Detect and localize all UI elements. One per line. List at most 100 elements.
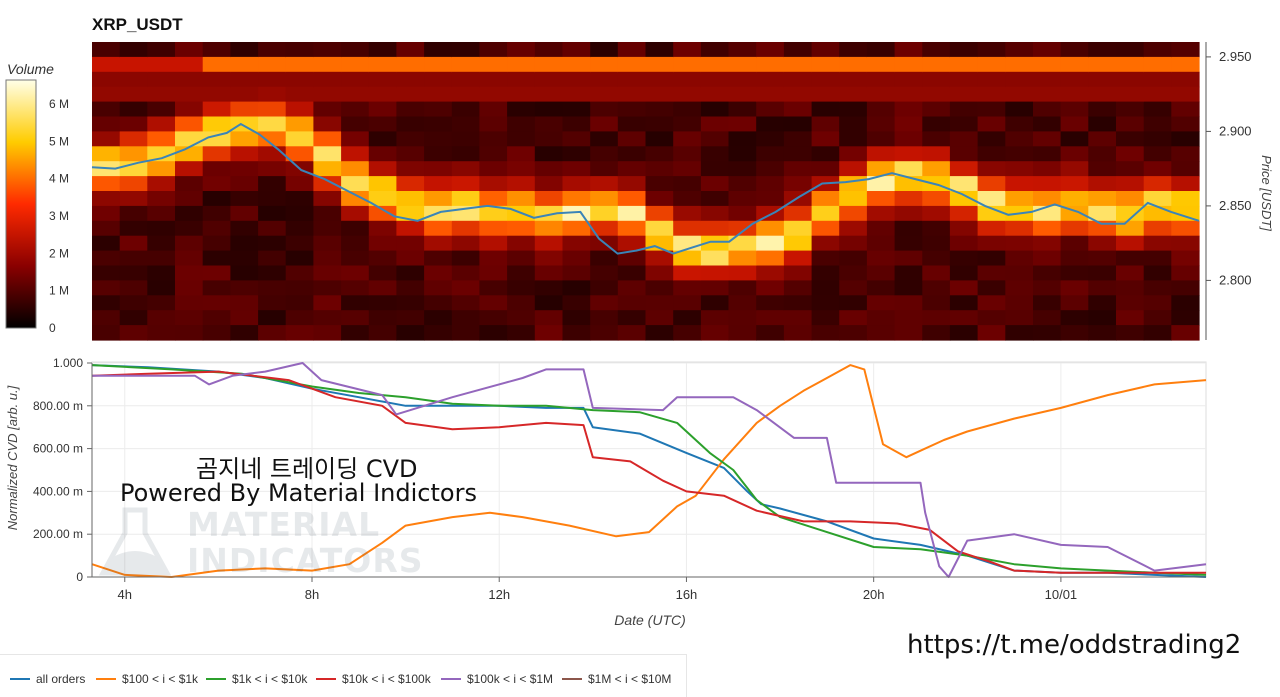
heatmap-cell xyxy=(1088,310,1117,326)
heatmap-cell xyxy=(700,56,730,73)
heatmap-cell xyxy=(1088,176,1117,192)
legend-item[interactable]: $1M < i < $10M xyxy=(562,672,671,686)
heatmap-cell xyxy=(811,325,840,341)
heatmap-cell xyxy=(1171,86,1200,103)
cvd-y-tick-label: 200.00 m xyxy=(33,527,83,541)
price-tick-label: 2.900 xyxy=(1219,123,1252,138)
heatmap-cell xyxy=(507,325,536,341)
heatmap-cell xyxy=(119,250,148,267)
heatmap-cell xyxy=(728,280,757,296)
heatmap-cell xyxy=(285,280,314,296)
heatmap-cell xyxy=(479,295,508,311)
heatmap-cell xyxy=(562,42,591,58)
heatmap-cell xyxy=(507,250,536,267)
heatmap-cell xyxy=(396,295,425,311)
heatmap-cell xyxy=(922,310,951,326)
heatmap-cell xyxy=(1060,235,1089,252)
heatmap-cell xyxy=(645,191,674,207)
heatmap-cell xyxy=(341,131,370,147)
heatmap-cell xyxy=(1060,280,1089,296)
heatmap-cell xyxy=(258,86,287,103)
heatmap-cell xyxy=(92,101,121,118)
heatmap-cell xyxy=(92,42,121,58)
heatmap-cell xyxy=(894,220,923,237)
heatmap-cell xyxy=(147,86,176,103)
heatmap-cell xyxy=(1060,265,1089,281)
colorbar-tick-label: 1 M xyxy=(49,284,69,298)
heatmap-cell xyxy=(202,235,231,252)
heatmap-cell xyxy=(1033,295,1062,311)
heatmap-cell xyxy=(92,250,121,267)
heatmap-cell xyxy=(922,116,951,132)
heatmap-cell xyxy=(341,116,370,132)
heatmap-cell xyxy=(175,310,204,326)
heatmap-cell xyxy=(866,146,896,162)
heatmap-cell xyxy=(230,325,259,341)
legend-item[interactable]: $10k < i < $100k xyxy=(316,672,431,686)
heatmap-cell xyxy=(783,86,813,103)
heatmap-cell xyxy=(562,56,591,73)
heatmap-cell xyxy=(1060,250,1089,267)
heatmap-cell xyxy=(396,86,425,103)
legend-item[interactable]: all orders xyxy=(10,672,85,686)
telegram-link[interactable]: https://t.me/oddstrading2 xyxy=(907,630,1242,660)
heatmap-cell xyxy=(230,161,259,177)
heatmap-cell xyxy=(977,86,1006,103)
colorbar-tick-label: 3 M xyxy=(49,209,69,223)
heatmap-cell xyxy=(1060,42,1089,58)
heatmap-cell xyxy=(534,250,564,267)
heatmap-cell xyxy=(645,325,674,341)
heatmap-cell xyxy=(1088,116,1117,132)
heatmap-cell xyxy=(673,146,702,162)
heatmap-cell xyxy=(368,101,398,118)
heatmap-cell xyxy=(977,176,1006,192)
heatmap-cell xyxy=(1171,310,1200,326)
heatmap-cell xyxy=(285,250,314,267)
heatmap-cell xyxy=(894,295,923,311)
heatmap-cell xyxy=(1171,71,1200,88)
heatmap-cell xyxy=(700,250,730,267)
heatmap-cell xyxy=(534,146,564,162)
heatmap-cell xyxy=(202,116,231,132)
heatmap-cell xyxy=(258,265,287,281)
heatmap-cell xyxy=(617,71,647,88)
heatmap-cell xyxy=(617,42,647,58)
legend-item[interactable]: $100k < i < $1M xyxy=(441,672,553,686)
legend-swatch xyxy=(96,678,116,680)
heatmap-cell xyxy=(1033,116,1062,132)
heatmap-cell xyxy=(175,295,204,311)
heatmap-cell xyxy=(1033,265,1062,281)
heatmap-cell xyxy=(451,295,481,311)
heatmap-cell xyxy=(230,71,259,88)
heatmap-cell xyxy=(949,280,979,296)
heatmap-cell xyxy=(313,146,342,162)
heatmap-cell xyxy=(645,205,674,222)
heatmap-cell xyxy=(313,205,342,222)
legend-item[interactable]: $1k < i < $10k xyxy=(206,672,307,686)
heatmap-cell xyxy=(922,220,951,237)
heatmap-cell xyxy=(894,235,923,252)
heatmap-cell xyxy=(700,71,730,88)
heatmap-cell xyxy=(285,310,314,326)
heatmap-cell xyxy=(285,131,314,147)
heatmap-cell xyxy=(368,176,398,192)
heatmap-cell xyxy=(368,280,398,296)
heatmap-cell xyxy=(700,116,730,132)
heatmap-cell xyxy=(507,86,536,103)
heatmap-cell xyxy=(1005,235,1034,252)
legend-label: $100k < i < $1M xyxy=(467,672,554,686)
heatmap-cell xyxy=(894,265,923,281)
heatmap-cell xyxy=(922,56,951,73)
heatmap-cell xyxy=(1143,131,1172,147)
legend-item[interactable]: $100 < i < $1k xyxy=(96,672,198,686)
heatmap-cell xyxy=(811,310,840,326)
heatmap-cell xyxy=(285,220,314,237)
heatmap-cell xyxy=(258,280,287,296)
heatmap-cell xyxy=(1033,176,1062,192)
heatmap-cell xyxy=(756,116,785,132)
heatmap-cell xyxy=(645,101,674,118)
heatmap-cell xyxy=(1005,220,1034,237)
heatmap-cell xyxy=(341,205,370,222)
heatmap-cell xyxy=(147,220,176,237)
legend-swatch xyxy=(206,678,226,680)
